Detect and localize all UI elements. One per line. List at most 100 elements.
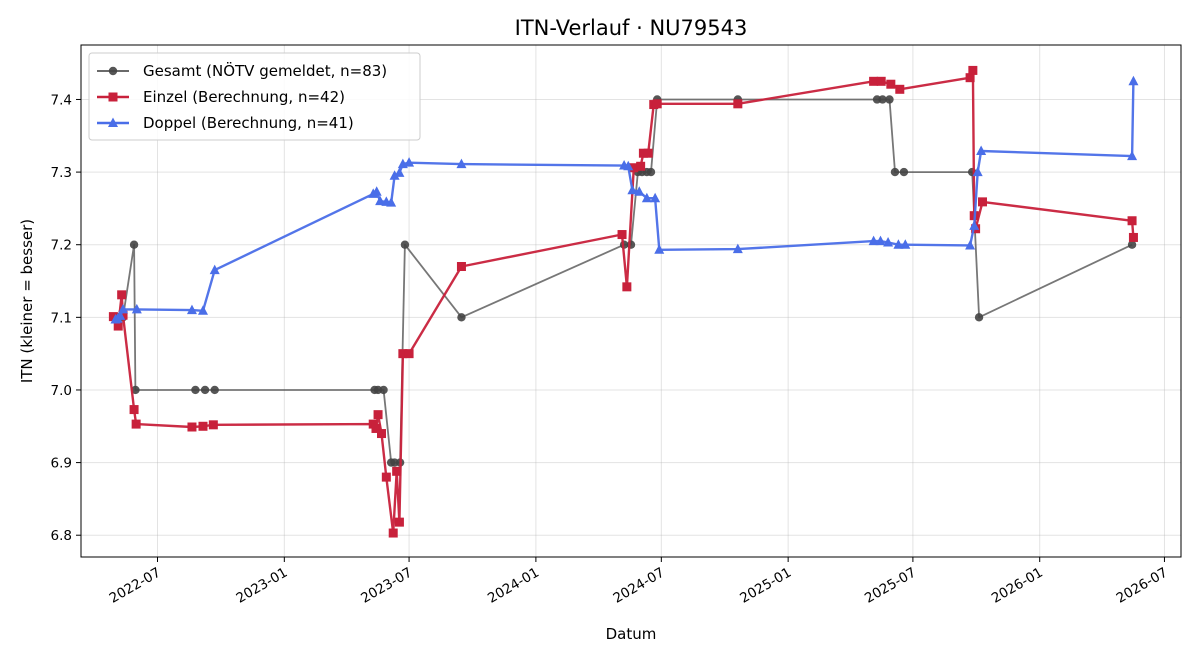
data-point-gesamt <box>131 385 140 395</box>
data-point-gesamt <box>885 95 894 104</box>
plot-frame <box>80 44 1182 558</box>
data-point-gesamt <box>210 385 219 395</box>
data-point-einzel <box>968 65 978 75</box>
data-point-einzel <box>456 262 466 272</box>
data-point-gesamt <box>899 167 909 177</box>
data-point-doppel <box>965 239 976 250</box>
legend-label-doppel: Doppel (Berechnung, n=41) <box>143 114 354 132</box>
legend-marker-gesamt <box>108 66 118 76</box>
series-einzel <box>108 65 1138 538</box>
data-point-doppel <box>972 166 983 177</box>
data-point-einzel <box>187 422 197 432</box>
series-layer <box>108 65 1139 538</box>
data-point-doppel <box>386 197 397 207</box>
data-point-einzel <box>131 419 141 429</box>
y-tick-label: 6.9 <box>51 456 72 472</box>
data-point-einzel <box>388 528 398 538</box>
data-point-einzel <box>895 84 905 94</box>
data-point-doppel <box>868 235 879 246</box>
data-point-einzel <box>208 420 218 430</box>
data-point-einzel <box>636 161 646 171</box>
data-point-einzel <box>652 99 662 109</box>
data-point-doppel <box>404 157 415 167</box>
data-point-doppel <box>900 239 911 249</box>
data-point-doppel <box>197 305 208 315</box>
y-axis-label: ITN (kleiner = besser) <box>18 219 36 383</box>
data-point-doppel <box>186 304 197 315</box>
data-point-doppel <box>654 244 665 254</box>
data-point-doppel <box>209 264 220 275</box>
data-point-gesamt <box>974 313 984 322</box>
data-point-doppel <box>1127 150 1138 161</box>
legend-marker-einzel <box>108 92 118 102</box>
data-point-einzel <box>394 517 404 527</box>
y-tick-label: 7.1 <box>51 310 72 326</box>
data-point-einzel <box>617 230 627 240</box>
data-point-einzel <box>373 410 383 420</box>
data-point-gesamt <box>400 240 410 249</box>
data-point-einzel <box>638 148 648 158</box>
data-point-einzel <box>643 148 653 158</box>
data-point-doppel <box>650 192 661 203</box>
data-point-doppel <box>976 145 987 156</box>
data-point-einzel <box>113 321 123 331</box>
data-point-einzel <box>108 312 118 322</box>
data-point-doppel <box>732 243 743 254</box>
y-tick-label: 7.4 <box>51 92 72 108</box>
data-point-gesamt <box>1127 240 1137 249</box>
data-point-einzel <box>876 76 886 86</box>
data-point-einzel <box>392 466 402 476</box>
data-point-doppel <box>875 235 886 246</box>
legend-marker-doppel <box>108 117 118 127</box>
data-point-einzel <box>886 79 896 89</box>
data-point-einzel <box>1127 216 1137 226</box>
data-point-einzel <box>118 310 128 320</box>
legend-label-gesamt: Gesamt (NÖTV gemeldet, n=83) <box>143 61 387 80</box>
data-point-doppel <box>375 195 386 206</box>
data-point-doppel <box>623 160 634 171</box>
data-point-gesamt <box>890 167 900 177</box>
legend-box <box>88 52 421 141</box>
data-point-einzel <box>629 163 639 173</box>
series-line-einzel <box>112 69 1135 535</box>
data-point-doppel <box>1128 75 1139 86</box>
data-point-doppel <box>456 158 467 169</box>
data-point-doppel <box>115 310 126 320</box>
data-point-gesamt <box>200 385 210 395</box>
x-axis-label: Datum <box>606 625 657 643</box>
data-point-doppel <box>641 192 652 203</box>
data-point-einzel <box>377 429 387 439</box>
data-point-gesamt <box>379 385 388 395</box>
data-point-doppel <box>131 303 142 314</box>
data-point-doppel <box>627 184 638 195</box>
data-point-doppel <box>634 186 645 196</box>
data-point-doppel <box>371 186 382 196</box>
data-point-einzel <box>978 197 988 207</box>
data-point-doppel <box>118 303 129 314</box>
data-point-einzel <box>1128 232 1138 242</box>
data-point-einzel <box>398 349 408 359</box>
data-point-doppel <box>883 237 894 247</box>
data-point-gesamt <box>457 313 466 322</box>
data-point-einzel <box>869 76 879 86</box>
data-point-einzel <box>622 282 632 292</box>
data-point-gesamt <box>878 95 887 104</box>
series-doppel <box>110 75 1139 324</box>
legend: Gesamt (NÖTV gemeldet, n=83) Einzel (Bere… <box>88 52 421 141</box>
data-point-einzel <box>117 290 127 300</box>
y-tick-label: 6.8 <box>51 528 72 544</box>
data-point-einzel <box>404 349 414 359</box>
data-point-einzel <box>371 423 381 433</box>
data-point-einzel <box>965 73 975 83</box>
data-point-einzel <box>129 405 139 415</box>
data-point-gesamt <box>646 167 656 177</box>
y-tick-label: 7.3 <box>51 165 72 181</box>
chart-title: ITN-Verlauf · NU79543 <box>515 16 748 40</box>
legend-label-einzel: Einzel (Berechnung, n=42) <box>143 88 345 106</box>
data-point-doppel <box>969 220 980 230</box>
data-point-gesamt <box>129 240 139 249</box>
y-tick-label: 7.0 <box>51 383 72 399</box>
data-point-gesamt <box>191 385 200 395</box>
